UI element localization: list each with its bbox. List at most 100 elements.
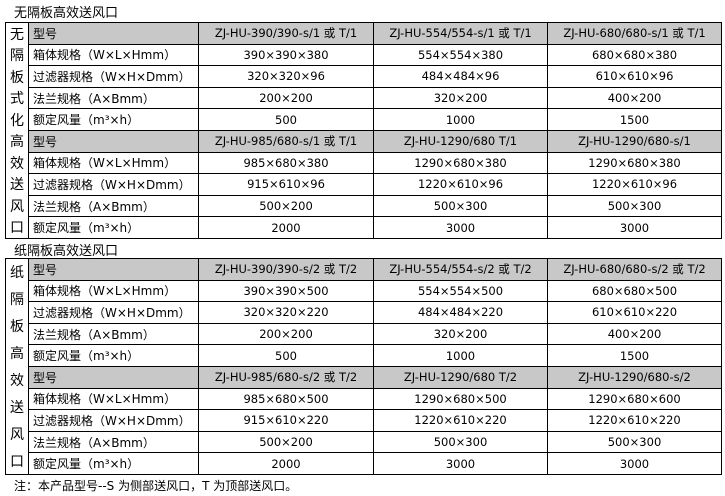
spec-value: 1220×610×96 <box>547 173 722 196</box>
side-label-char: 板 <box>10 319 24 336</box>
spec-value: 500×300 <box>547 194 722 218</box>
side-label-char: 效 <box>10 155 24 172</box>
model-row: 型号 ZJ-HU-985/680-s/1 或 T/1 ZJ-HU-1290/680 … <box>6 129 722 153</box>
spec-value: 1000 <box>373 108 548 131</box>
spec-row: 过滤器规格（W×H×Dmm） 915×610×96 1220×610×96 1220×… <box>6 173 722 196</box>
spec-value: 500×300 <box>373 194 548 218</box>
spec-value: 484×484×96 <box>373 65 548 88</box>
spec-table-paper-separator: 纸隔板高效送风口型号 ZJ-HU-390/390-s/2 或 T/2 ZJ-HU-5… <box>5 258 722 475</box>
model-name: ZJ-HU-390/390-s/1 或 T/1 <box>198 22 374 45</box>
spec-row: 箱体规格（W×L×Hmm） 390×390×500 554×554×500 680×6… <box>6 279 722 303</box>
model-label: 型号 <box>28 129 199 153</box>
side-label: 纸隔板高效送风口 <box>5 258 29 475</box>
side-label-char: 化 <box>10 112 24 129</box>
side-label-char: 风 <box>10 198 24 215</box>
spec-value: 400×200 <box>547 322 722 346</box>
model-name: ZJ-HU-554/554-s/2 或 T/2 <box>373 258 548 281</box>
spec-label: 箱体规格（W×L×Hmm） <box>28 387 199 411</box>
spec-value: 1290×680×380 <box>373 151 548 175</box>
spec-value: 500 <box>198 344 374 367</box>
spec-value: 200×200 <box>198 86 374 110</box>
spec-value: 500×200 <box>198 430 374 454</box>
spec-label: 法兰规格（A×Bmm） <box>28 194 199 218</box>
side-label-char: 口 <box>10 453 24 470</box>
side-label-char: 风 <box>10 426 24 443</box>
spec-row: 过滤器规格（W×H×Dmm） 320×320×96 484×484×96 610×61… <box>6 65 722 88</box>
model-name: ZJ-HU-1290/680-s/1 <box>547 129 722 153</box>
spec-value: 915×610×96 <box>198 173 374 196</box>
spec-value: 985×680×380 <box>198 151 374 175</box>
spec-label: 箱体规格（W×L×Hmm） <box>28 279 199 303</box>
spec-value: 915×610×220 <box>198 409 374 432</box>
spec-value: 3000 <box>547 452 722 475</box>
spec-label: 额定风量（m³×h） <box>28 344 199 367</box>
spec-value: 554×554×380 <box>373 43 548 67</box>
spec-value: 610×610×96 <box>547 65 722 88</box>
spec-value: 1500 <box>547 108 722 131</box>
spec-row: 箱体规格（W×L×Hmm） 985×680×380 1290×680×380 1290… <box>6 151 722 175</box>
spec-value: 400×200 <box>547 86 722 110</box>
model-name: ZJ-HU-1290/680 T/2 <box>373 365 548 389</box>
spec-value: 200×200 <box>198 322 374 346</box>
spec-value: 500×200 <box>198 194 374 218</box>
spec-label: 法兰规格（A×Bmm） <box>28 322 199 346</box>
side-label-char: 纸 <box>10 265 24 282</box>
spec-value: 500×300 <box>373 430 548 454</box>
model-name: ZJ-HU-554/554-s/1 或 T/1 <box>373 22 548 45</box>
spec-label: 过滤器规格（W×H×Dmm） <box>28 173 199 196</box>
model-name: ZJ-HU-390/390-s/2 或 T/2 <box>198 258 374 281</box>
spec-value: 390×390×380 <box>198 43 374 67</box>
side-label-char: 式 <box>10 91 24 108</box>
spec-table-no-separator: 无隔板式化高效送风口型号 ZJ-HU-390/390-s/1 或 T/1 ZJ-HU… <box>5 22 722 239</box>
spec-value: 320×320×96 <box>198 65 374 88</box>
side-label-char: 送 <box>10 399 24 416</box>
spec-row: 额定风量（m³×h） 500 1000 1500 <box>6 108 722 131</box>
spec-value: 500 <box>198 108 374 131</box>
spec-value: 3000 <box>373 216 548 239</box>
spec-label: 过滤器规格（W×H×Dmm） <box>28 65 199 88</box>
side-label-char: 口 <box>10 220 24 237</box>
spec-value: 1290×680×380 <box>547 151 722 175</box>
spec-row: 过滤器规格（W×H×Dmm） 915×610×220 1220×610×220 122… <box>6 409 722 432</box>
spec-value: 554×554×500 <box>373 279 548 303</box>
spec-row: 额定风量（m³×h） 500 1000 1500 <box>6 344 722 367</box>
side-label-char: 隔 <box>10 292 24 309</box>
model-name: ZJ-HU-985/680-s/1 或 T/1 <box>198 129 374 153</box>
model-name: ZJ-HU-1290/680 T/1 <box>373 129 548 153</box>
spec-row: 过滤器规格（W×H×Dmm） 320×320×220 484×484×220 610×… <box>6 301 722 324</box>
model-row: 无隔板式化高效送风口型号 ZJ-HU-390/390-s/1 或 T/1 ZJ-HU… <box>5 22 722 239</box>
spec-value: 1220×610×96 <box>373 173 548 196</box>
spec-label: 额定风量（m³×h） <box>28 452 199 475</box>
side-label-char: 隔 <box>10 48 24 65</box>
spec-value: 3000 <box>547 216 722 239</box>
model-name: ZJ-HU-985/680-s/2 或 T/2 <box>198 365 374 389</box>
spec-row: 箱体规格（W×L×Hmm） 390×390×380 554×554×380 680×6… <box>6 43 722 67</box>
spec-value: 2000 <box>198 216 374 239</box>
side-label-chars: 纸隔板高效送风口 <box>7 260 28 474</box>
footnote: 注：本产品型号--S 为侧部送风口，T 为顶部送风口。 <box>14 479 298 493</box>
spec-value: 2000 <box>198 452 374 475</box>
spec-value: 320×320×220 <box>198 301 374 324</box>
model-name: ZJ-HU-680/680-s/2 或 T/2 <box>547 258 722 281</box>
spec-value: 1220×610×220 <box>373 409 548 432</box>
spec-label: 箱体规格（W×L×Hmm） <box>28 43 199 67</box>
spec-value: 1220×610×220 <box>547 409 722 432</box>
side-label: 无隔板式化高效送风口 <box>5 22 29 239</box>
spec-label: 过滤器规格（W×H×Dmm） <box>28 409 199 432</box>
spec-value: 680×680×500 <box>547 279 722 303</box>
spec-row: 法兰规格（A×Bmm） 500×200 500×300 500×300 <box>6 194 722 218</box>
spec-row: 额定风量（m³×h） 2000 3000 3000 <box>6 216 722 239</box>
side-label-char: 高 <box>10 134 24 151</box>
spec-value: 610×610×220 <box>547 301 722 324</box>
spec-row: 箱体规格（W×L×Hmm） 985×680×500 1290×680×500 1290… <box>6 387 722 411</box>
spec-label: 额定风量（m³×h） <box>28 108 199 131</box>
side-label-chars: 无隔板式化高效送风口 <box>7 24 28 238</box>
side-label-char: 送 <box>10 177 24 194</box>
model-row: 纸隔板高效送风口型号 ZJ-HU-390/390-s/2 或 T/2 ZJ-HU-5… <box>5 258 722 475</box>
spec-row: 法兰规格（A×Bmm） 200×200 320×200 400×200 <box>6 322 722 346</box>
spec-value: 500×300 <box>547 430 722 454</box>
spec-label: 额定风量（m³×h） <box>28 216 199 239</box>
spec-value: 3000 <box>373 452 548 475</box>
spec-value: 484×484×220 <box>373 301 548 324</box>
spec-value: 390×390×500 <box>198 279 374 303</box>
